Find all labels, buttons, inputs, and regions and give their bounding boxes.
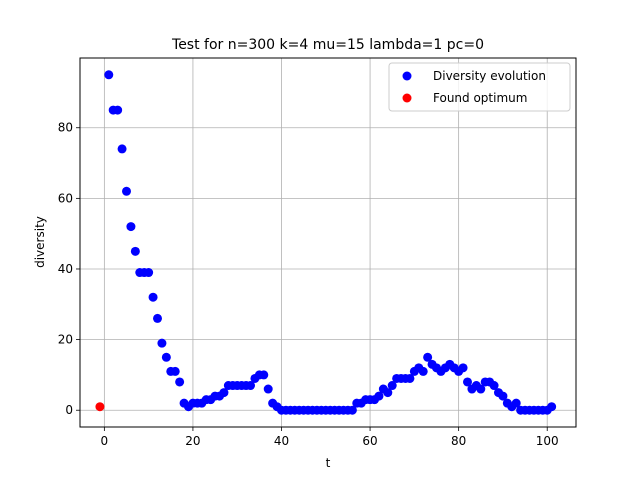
y-tick-label: 20 (58, 333, 73, 347)
data-point-diversity-evolution (387, 381, 397, 391)
data-point-diversity-evolution (423, 352, 433, 362)
data-point-diversity-evolution (113, 105, 123, 115)
x-tick-label: 60 (362, 434, 377, 448)
y-tick-label: 80 (58, 121, 73, 135)
x-axis-ticks: 0 20 40 60 80 100 (101, 427, 559, 448)
data-point-diversity-evolution (383, 388, 393, 398)
x-tick-label: 80 (451, 434, 466, 448)
x-tick-label: 20 (185, 434, 200, 448)
data-point-diversity-evolution (418, 366, 428, 376)
data-point-diversity-evolution (126, 222, 136, 232)
data-point-diversity-evolution (144, 268, 154, 278)
data-point-diversity-evolution (104, 70, 114, 80)
legend-box (388, 62, 571, 112)
data-point-diversity-evolution (347, 405, 357, 415)
x-tick-label: 100 (536, 434, 559, 448)
legend-marker-diversity-evolution (402, 71, 412, 81)
data-point-diversity-evolution (263, 384, 273, 394)
y-tick-label: 40 (58, 262, 73, 276)
legend: Diversity evolution Found optimum (388, 62, 571, 112)
data-point-diversity-evolution (122, 186, 131, 196)
y-axis-ticks: 0 20 40 60 80 (58, 121, 80, 417)
data-point-diversity-evolution (170, 366, 180, 376)
plot-frame (79, 57, 577, 428)
data-point-diversity-evolution (148, 292, 158, 302)
legend-marker-found-optimum (402, 93, 412, 103)
data-point-diversity-evolution (157, 338, 167, 348)
x-tick-label: 0 (101, 434, 109, 448)
legend-label-found-optimum: Found optimum (433, 91, 527, 105)
data-point-diversity-evolution (259, 370, 269, 380)
data-point-diversity-evolution (511, 398, 521, 408)
data-point-diversity-evolution (476, 384, 486, 394)
data-point-diversity-evolution (498, 391, 508, 401)
y-tick-label: 60 (58, 191, 73, 205)
x-tick-label: 40 (274, 434, 289, 448)
data-point-diversity-evolution (489, 381, 499, 391)
data-point-found-optimum (95, 402, 105, 412)
legend-label-diversity-evolution: Diversity evolution (433, 69, 546, 83)
data-point-diversity-evolution (219, 388, 229, 398)
data-point-diversity-evolution (117, 144, 127, 154)
data-points (95, 70, 557, 415)
data-point-diversity-evolution (458, 363, 468, 373)
data-point-diversity-evolution (547, 402, 557, 412)
x-axis-label: t (326, 456, 331, 470)
data-point-diversity-evolution (405, 373, 415, 383)
data-point-diversity-evolution (246, 381, 255, 391)
data-point-diversity-evolution (175, 377, 185, 387)
chart-title: Test for n=300 k=4 mu=15 lambda=1 pc=0 (171, 37, 484, 53)
y-tick-label: 0 (65, 403, 73, 417)
data-point-diversity-evolution (374, 391, 384, 401)
y-axis-label: diversity (33, 216, 47, 268)
data-point-diversity-evolution (153, 313, 162, 323)
data-point-diversity-evolution (130, 246, 140, 256)
data-point-diversity-evolution (463, 377, 472, 387)
plot-area (80, 58, 576, 427)
data-point-diversity-evolution (161, 352, 171, 362)
